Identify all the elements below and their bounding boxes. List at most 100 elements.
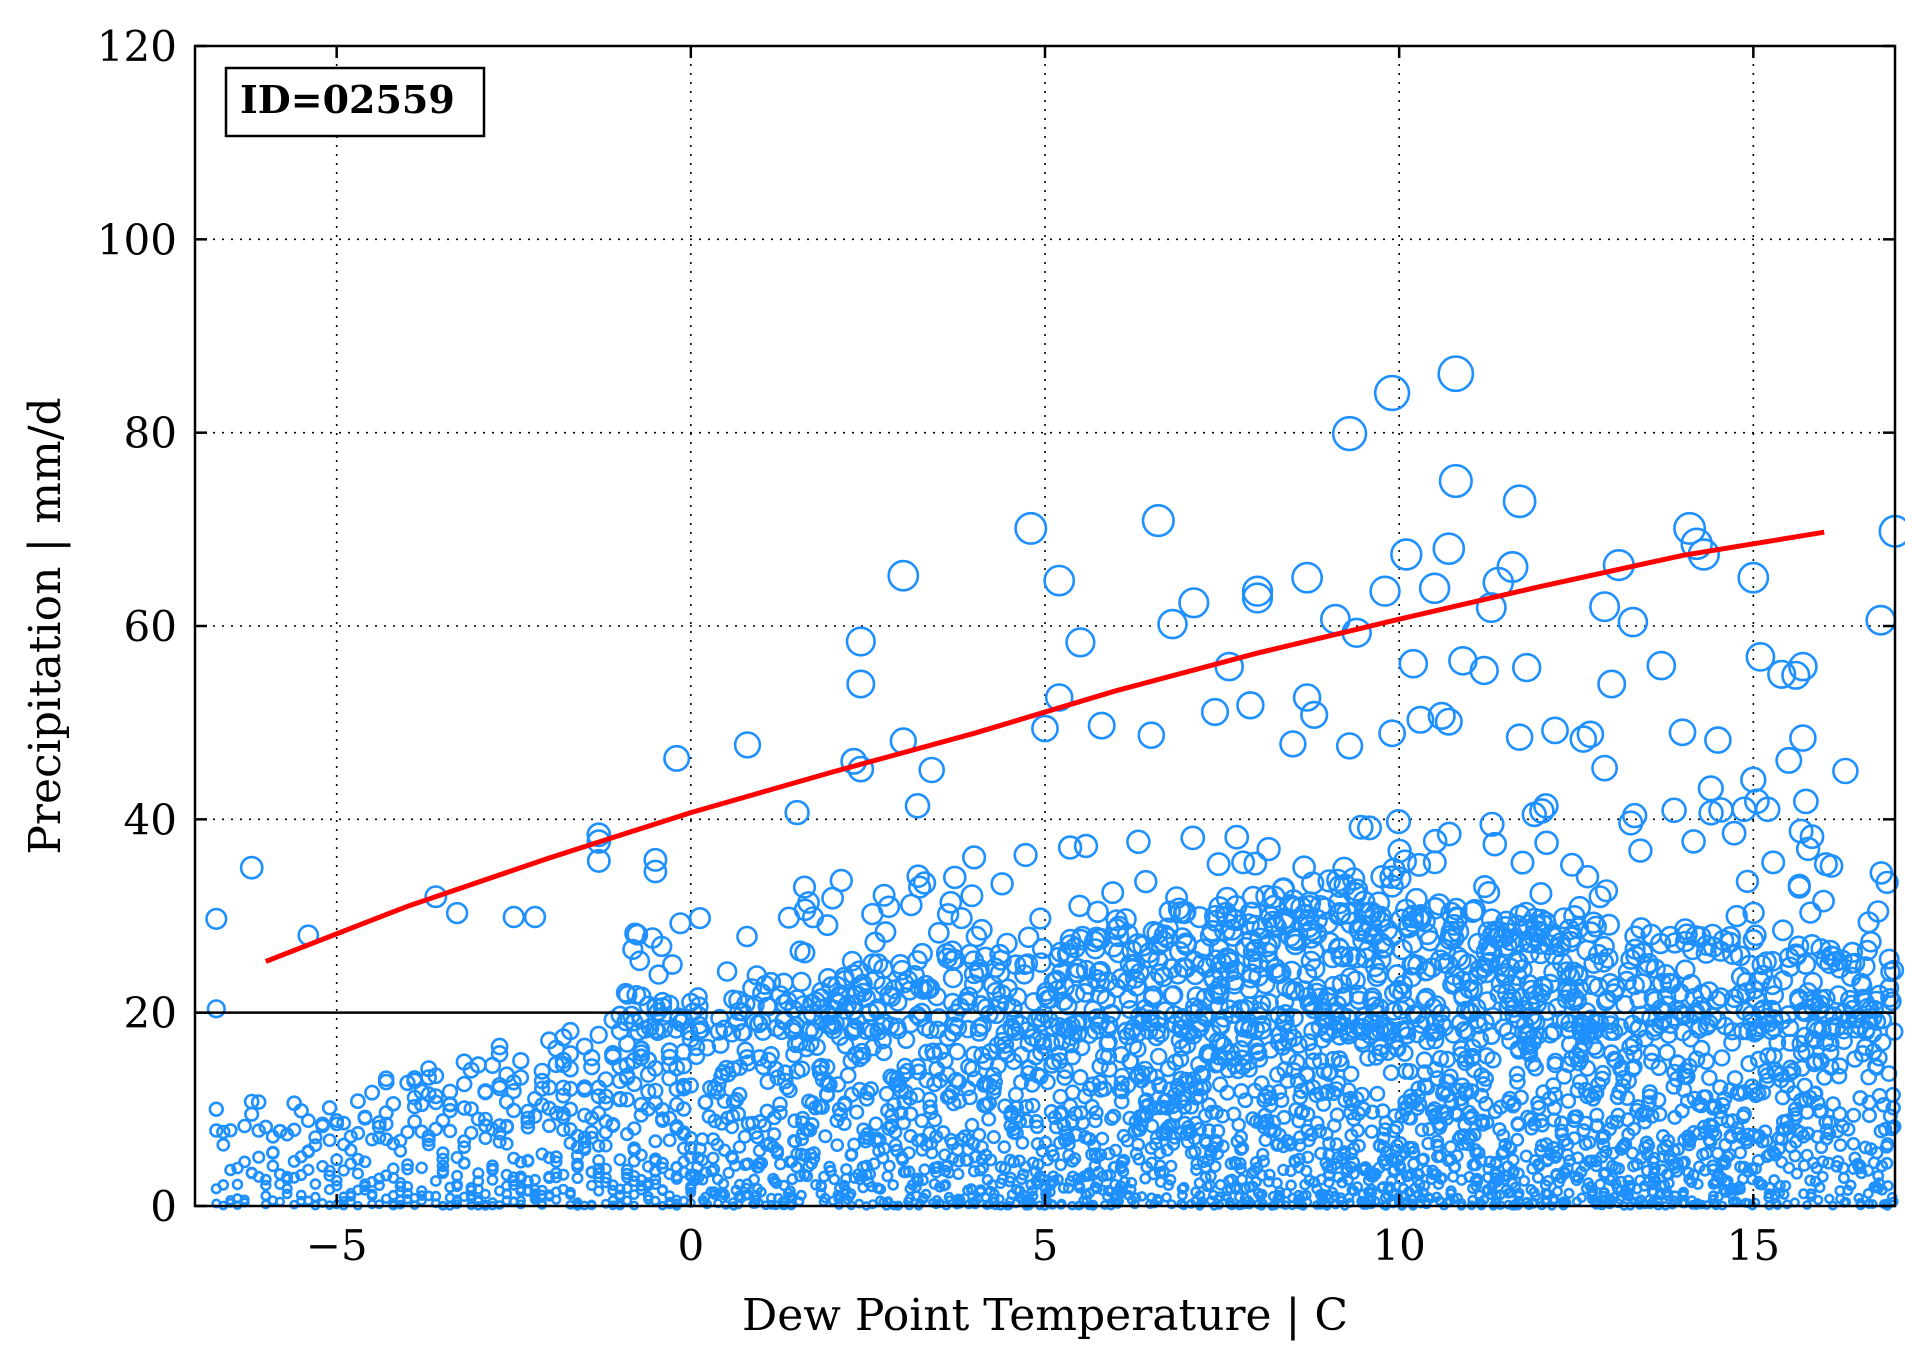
scatter-point [1587, 1186, 1599, 1198]
scatter-point [1812, 1194, 1824, 1206]
scatter-point [571, 1172, 584, 1185]
scatter-point [1641, 1084, 1658, 1101]
fit-line [264, 529, 1825, 964]
scatter-point [1701, 1069, 1718, 1087]
scatter-point [1020, 1065, 1037, 1082]
scatter-point [1049, 1017, 1069, 1036]
scatter-point [1276, 1139, 1291, 1154]
scatter-point [1101, 881, 1125, 905]
scatter-point [781, 1082, 798, 1099]
scatter-point [898, 1062, 916, 1080]
scatter-point [730, 1106, 747, 1122]
y-tick-label: 20 [124, 989, 177, 1038]
scatter-point [1304, 1127, 1319, 1142]
scatter-point [845, 1021, 864, 1040]
scatter-point [793, 898, 817, 922]
scatter-point [1029, 907, 1052, 930]
scatter-point-extreme [1141, 503, 1175, 538]
scatter-point [938, 1180, 950, 1192]
scatter-point [1844, 1179, 1857, 1192]
scatter-point [766, 1060, 784, 1078]
scatter-point [1347, 1155, 1361, 1169]
scatter-point [1350, 1123, 1365, 1138]
scatter-point [687, 1038, 706, 1057]
scatter-point [1713, 1049, 1731, 1067]
scatter-point [1065, 984, 1086, 1004]
scatter-point [787, 1113, 803, 1129]
scatter-point [1293, 1104, 1310, 1121]
scatter-point-extreme [643, 847, 668, 872]
scatter-point [1510, 1132, 1525, 1147]
scatter-point [1544, 1022, 1564, 1041]
scatter-point [1387, 838, 1412, 864]
scatter-point [874, 1043, 893, 1062]
scatter-point [378, 1116, 394, 1132]
scatter-point [929, 1008, 949, 1028]
scatter-point [1532, 1171, 1545, 1184]
scatter-point [1019, 1113, 1035, 1129]
scatter-point [1738, 1021, 1757, 1041]
scatter-point [1056, 1117, 1072, 1133]
scatter-point [707, 1162, 721, 1176]
scatter-point [477, 1111, 493, 1127]
scatter-point [960, 884, 984, 908]
scatter-point [1695, 942, 1717, 964]
scatter-point [1567, 964, 1589, 985]
scatter-point [231, 1178, 244, 1191]
scatter-point [1323, 1176, 1335, 1189]
scatter-point [1317, 1022, 1337, 1042]
scatter-point [486, 1159, 499, 1172]
scatter-point-extreme [1432, 532, 1466, 566]
scatter-point [421, 1137, 436, 1152]
scatter-point [621, 1005, 641, 1025]
scatter-point [309, 1178, 322, 1190]
scatter-point [592, 1171, 605, 1184]
scatter-point [1677, 1190, 1689, 1201]
scatter-point [1616, 970, 1637, 992]
scatter-point [1558, 918, 1581, 941]
scatter-point [1029, 1119, 1045, 1135]
scatter-point [925, 1146, 939, 1160]
scatter-point [1080, 1170, 1093, 1183]
scatter-point [1364, 1124, 1379, 1139]
scatter-point-extreme [1469, 655, 1499, 686]
scatter-point [908, 1057, 927, 1076]
scatter-point-extreme [1737, 561, 1770, 594]
scatter-point [456, 1100, 472, 1116]
scatter-point [815, 1180, 827, 1193]
scatter-point [1240, 1060, 1258, 1078]
scatter-point [1687, 1050, 1706, 1068]
scatter-point [479, 1188, 491, 1200]
scatter-point-extreme [1589, 591, 1621, 623]
scatter-point [1087, 1113, 1103, 1129]
scatter-point [1648, 1162, 1661, 1175]
scatter-point [648, 964, 669, 985]
scatter-point [1641, 1008, 1661, 1028]
scatter-point-extreme [1434, 707, 1463, 736]
scatter-point [1367, 891, 1391, 915]
scatter-point [1166, 1199, 1177, 1210]
scatter-point [561, 1021, 580, 1041]
scatter-point [830, 984, 850, 1005]
scatter-point [981, 1111, 997, 1127]
scatter-point [457, 1156, 471, 1170]
scatter-point [1003, 1175, 1016, 1188]
scatter-point [415, 1161, 429, 1175]
scatter-point [662, 1110, 678, 1126]
scatter-point [1671, 1142, 1685, 1157]
scatter-point [1821, 1034, 1840, 1053]
scatter-point [1696, 1147, 1710, 1162]
scatter-point [860, 1159, 873, 1173]
scatter-point [1407, 852, 1432, 877]
scatter-point [1134, 1117, 1149, 1133]
scatter-point [1415, 1051, 1434, 1069]
scatter-point [1364, 1104, 1381, 1120]
scatter-point [1256, 1147, 1270, 1161]
scatter-point [724, 1119, 740, 1135]
scatter-point [529, 1173, 541, 1186]
scatter-point [330, 1153, 344, 1167]
scatter-point [1234, 1019, 1253, 1038]
scatter-point [1448, 1161, 1461, 1174]
scatter-point [1757, 1124, 1773, 1139]
scatter-point [671, 1013, 691, 1033]
